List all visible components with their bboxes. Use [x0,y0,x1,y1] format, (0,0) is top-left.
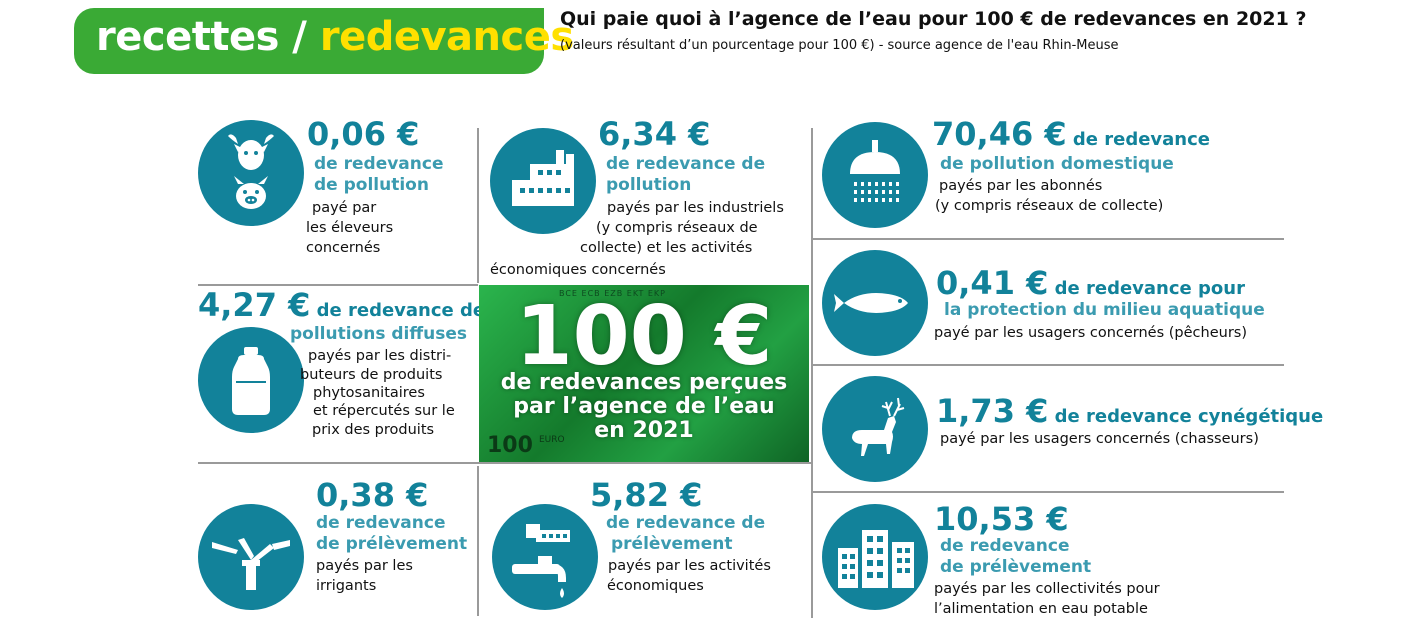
amount-aquatique-after: de redevance pour [1048,278,1245,299]
who-diffuses-1: payés par les distri- [308,348,452,364]
desc-collectivites-1: de redevance [940,536,1070,556]
center-line-2: par l’agence de l’eau [513,394,775,419]
amount-aquatique-value: 0,41 € [936,264,1049,302]
who-industriels-1: payés par les industriels [607,200,784,216]
factory-icon [490,128,596,234]
desc-economiques-2: prélèvement [611,534,733,554]
who-industriels-2: (y compris réseaux de [596,220,758,236]
who-industriels-3: collecte) et les activités [580,240,753,256]
desc-eleveurs-1: de redevance [314,154,444,174]
desc-diffuses-1: pollutions diffuses [290,324,468,344]
who-eleveurs-2: les éleveurs [306,220,394,236]
divider [812,491,1284,493]
divider [198,284,478,286]
page-subtitle: (valeurs résultant d’un pourcentage pour… [560,38,1119,53]
badge-tail [500,8,540,26]
divider [477,466,479,616]
amount-aquatique: 0,41 € de redevance pour [936,266,1245,306]
banknote-panel: BCE ECB EZB EKT EKP 100 € de redevances … [479,285,809,462]
amount-domestique-after: de redevance [1066,129,1211,150]
who-diffuses-2: buteurs de produits [300,367,443,383]
amount-domestique-value: 70,46 € [932,115,1067,153]
divider [812,238,1284,240]
page-title: Qui paie quoi à l’agence de l’eau pour 1… [560,8,1307,30]
divider [811,128,813,618]
who-domestique-2: (y compris réseaux de collecte) [935,198,1164,214]
amount-industriels: 6,34 € [598,115,711,153]
amount-cynegetique-after: de redevance cynégétique [1048,406,1324,427]
banknote-corner-label: EURO [539,435,565,445]
desc-irrigants-2: de prélèvement [316,534,468,554]
sprinkler-icon [198,504,304,610]
deer-icon [822,376,928,482]
who-eleveurs-3: concernés [306,240,381,256]
badge-title: recettes / redevances [96,14,574,60]
amount-diffuses-value: 4,27 € [198,286,311,324]
desc-eleveurs-2: de pollution [314,175,429,195]
divider [477,128,479,283]
who-diffuses-4: et répercutés sur le [313,403,455,419]
desc-collectivites-2: de prélèvement [940,557,1092,577]
amount-domestique: 70,46 € de redevance [932,117,1210,157]
who-domestique-1: payés par les abonnés [939,178,1103,194]
who-industriels-4: économiques concernés [490,262,666,278]
who-collectivites-2: l’alimentation en eau potable [934,601,1148,617]
amount-diffuses-after: de redevance de [310,300,486,321]
who-aquatique-1: payé par les usagers concernés (pêcheurs… [934,325,1247,341]
who-irrigants-2: irrigants [316,578,377,594]
banknote-strip: BCE ECB EZB EKT EKP [559,289,667,298]
who-diffuses-5: prix des produits [312,422,435,438]
tap-icon [492,504,598,610]
who-irrigants-1: payés par les [316,558,413,574]
bottle-icon [198,327,304,433]
desc-industriels-1: de redevance de [606,154,766,174]
who-economiques-1: payés par les activités [608,558,771,574]
center-line-3: en 2021 [594,418,694,443]
amount-eleveurs: 0,06 € [307,115,420,153]
who-economiques-2: économiques [607,578,704,594]
cow-pig-icon [198,120,304,226]
divider [812,364,1284,366]
shower-icon [822,122,928,228]
who-cynegetique-1: payé par les usagers concernés (chasseur… [940,431,1259,447]
amount-irrigants: 0,38 € [316,476,429,514]
desc-aquatique-1: la protection du milieu aquatique [944,300,1265,320]
desc-domestique-1: de pollution domestique [940,154,1174,174]
desc-irrigants-1: de redevance [316,513,446,533]
fish-icon [822,250,928,356]
amount-collectivites: 10,53 € [934,500,1069,538]
who-diffuses-3: phytosanitaires [313,385,425,401]
badge-title-part2: redevances [319,14,574,60]
amount-cynegetique-value: 1,73 € [936,392,1049,430]
badge-title-part1: recettes / [96,14,320,60]
amount-cynegetique: 1,73 € de redevance cynégétique [936,394,1323,434]
amount-diffuses: 4,27 € de redevance de [198,288,485,328]
banknote-background [479,285,809,462]
buildings-icon [822,504,928,610]
who-collectivites-1: payés par les collectivités pour [934,581,1160,597]
who-eleveurs-1: payé par [312,200,377,216]
desc-industriels-2: pollution [606,175,692,195]
center-line-1: de redevances perçues [500,370,788,395]
center-amount: 100 € [515,289,773,384]
banknote-corner-value: 100 [487,433,533,458]
header-badge [74,8,544,74]
desc-economiques-1: de redevance de [606,513,766,533]
amount-economiques: 5,82 € [590,476,703,514]
divider [198,462,811,464]
